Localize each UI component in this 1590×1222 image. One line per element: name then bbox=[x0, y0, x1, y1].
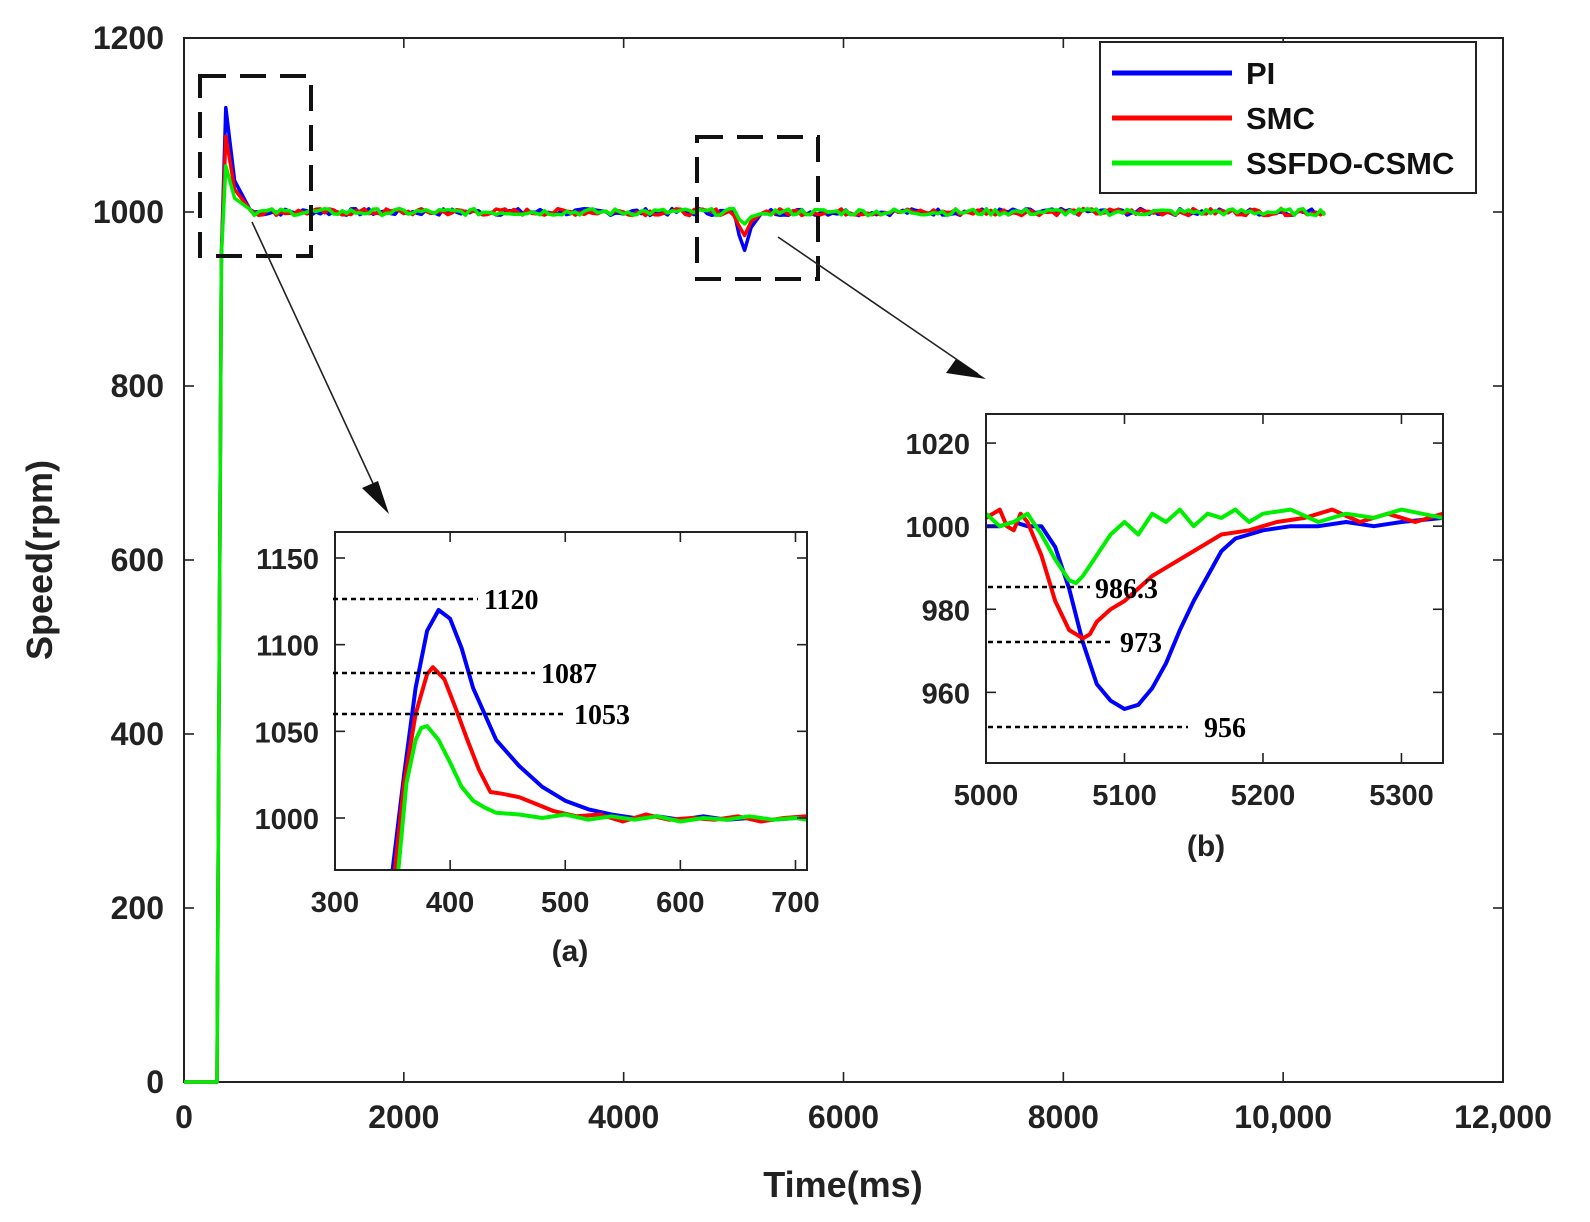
main-y-tick-label: 1200 bbox=[93, 20, 164, 56]
inset-b-y-tick-label: 1020 bbox=[905, 429, 970, 461]
inset-a-x-tick-label: 500 bbox=[541, 887, 589, 919]
inset-a-x-tick-label: 700 bbox=[771, 887, 819, 919]
inset-b-y-tick-label: 980 bbox=[922, 595, 970, 627]
zoom-arrow-a-head bbox=[362, 481, 389, 514]
inset-a-x-tick-label: 300 bbox=[311, 887, 359, 919]
legend-label-ssfdo-csmc: SSFDO-CSMC bbox=[1246, 146, 1454, 181]
annot-b-986-3: 986.3 bbox=[1095, 574, 1158, 605]
inset-b-background bbox=[986, 414, 1443, 763]
inset-b-line-pi bbox=[986, 515, 1444, 711]
inset-a-series bbox=[390, 608, 808, 871]
main-x-tick-label: 4000 bbox=[588, 1099, 659, 1135]
main-x-tick-label: 12,000 bbox=[1454, 1099, 1552, 1135]
inset-a-y-tick-label: 1100 bbox=[256, 631, 319, 663]
zoom-arrow-b-head bbox=[946, 359, 986, 379]
annot-a-1120: 1120 bbox=[484, 585, 538, 616]
main-ticks: 0 2000 4000 6000 8000 10,000 12,000 0 200 400 600 8… bbox=[93, 20, 1552, 1135]
main-y-tick-label: 0 bbox=[146, 1064, 164, 1100]
annot-b-956: 956 bbox=[1204, 713, 1246, 744]
main-line-ssfdo-csmc bbox=[184, 164, 1327, 1084]
legend-label-pi: PI bbox=[1246, 56, 1275, 91]
main-y-tick-label: 200 bbox=[111, 890, 164, 926]
annot-a-1087: 1087 bbox=[541, 659, 597, 690]
main-x-tick-label: 6000 bbox=[808, 1099, 879, 1135]
inset-b-y-tick-label: 960 bbox=[922, 678, 970, 710]
y-axis-title: Speed(rpm) bbox=[19, 460, 60, 660]
inset-b-frame bbox=[985, 413, 1444, 764]
inset-b-ticks: 5000 5100 5200 5300 960 980 1000 1020 bbox=[905, 414, 1443, 812]
main-series bbox=[184, 105, 1327, 1084]
inset-b-x-tick-label: 5100 bbox=[1092, 780, 1157, 812]
main-x-tick-label: 8000 bbox=[1028, 1099, 1099, 1135]
inset-b-y-tick-label: 1000 bbox=[905, 512, 970, 544]
inset-a-caption: (a) bbox=[552, 935, 589, 968]
legend-label-smc: SMC bbox=[1246, 101, 1315, 136]
annot-b-973: 973 bbox=[1120, 628, 1162, 659]
inset-b-series bbox=[984, 507, 1444, 711]
inset-a-y-tick-label: 1150 bbox=[256, 544, 319, 576]
inset-a-ticks: 300 400 500 600 700 1000 1050 1100 1150 bbox=[254, 532, 820, 919]
zoom-box-b bbox=[695, 135, 820, 281]
inset-b-caption: (b) bbox=[1187, 830, 1225, 863]
inset-a: 300 400 500 600 700 1000 1050 1100 1150 1120 108… bbox=[254, 531, 820, 968]
inset-a-line-ssfdo-csmc bbox=[396, 724, 808, 871]
inset-b-x-tick-label: 5300 bbox=[1369, 780, 1434, 812]
zoom-box-a bbox=[198, 74, 313, 258]
annot-a-1053: 1053 bbox=[574, 700, 630, 731]
inset-b-x-tick-label: 5000 bbox=[954, 780, 1019, 812]
x-axis-title: Time(ms) bbox=[763, 1164, 922, 1205]
main-x-tick-label: 0 bbox=[175, 1099, 193, 1135]
inset-b: 5000 5100 5200 5300 960 980 1000 1020 986.3 973… bbox=[905, 413, 1444, 863]
inset-a-x-tick-label: 600 bbox=[656, 887, 704, 919]
inset-a-y-tick-label: 1050 bbox=[254, 717, 319, 749]
inset-a-x-tick-label: 400 bbox=[426, 887, 474, 919]
inset-a-y-tick-label: 1000 bbox=[254, 804, 319, 836]
main-y-tick-label: 1000 bbox=[93, 194, 164, 230]
main-y-tick-label: 600 bbox=[111, 542, 164, 578]
main-y-tick-label: 400 bbox=[111, 716, 164, 752]
inset-b-x-tick-label: 5200 bbox=[1231, 780, 1296, 812]
main-y-tick-label: 800 bbox=[111, 368, 164, 404]
legend: PI SMC SSFDO-CSMC bbox=[1099, 41, 1477, 194]
main-x-tick-label: 2000 bbox=[368, 1099, 439, 1135]
main-x-tick-label: 10,000 bbox=[1234, 1099, 1332, 1135]
zoom-arrow-a-line bbox=[251, 221, 384, 506]
inset-b-line-ssfdo-csmc bbox=[984, 507, 1444, 586]
zoom-arrow-b-line bbox=[777, 236, 979, 375]
inset-a-frame bbox=[334, 531, 808, 871]
main-line-smc bbox=[184, 134, 1326, 1084]
